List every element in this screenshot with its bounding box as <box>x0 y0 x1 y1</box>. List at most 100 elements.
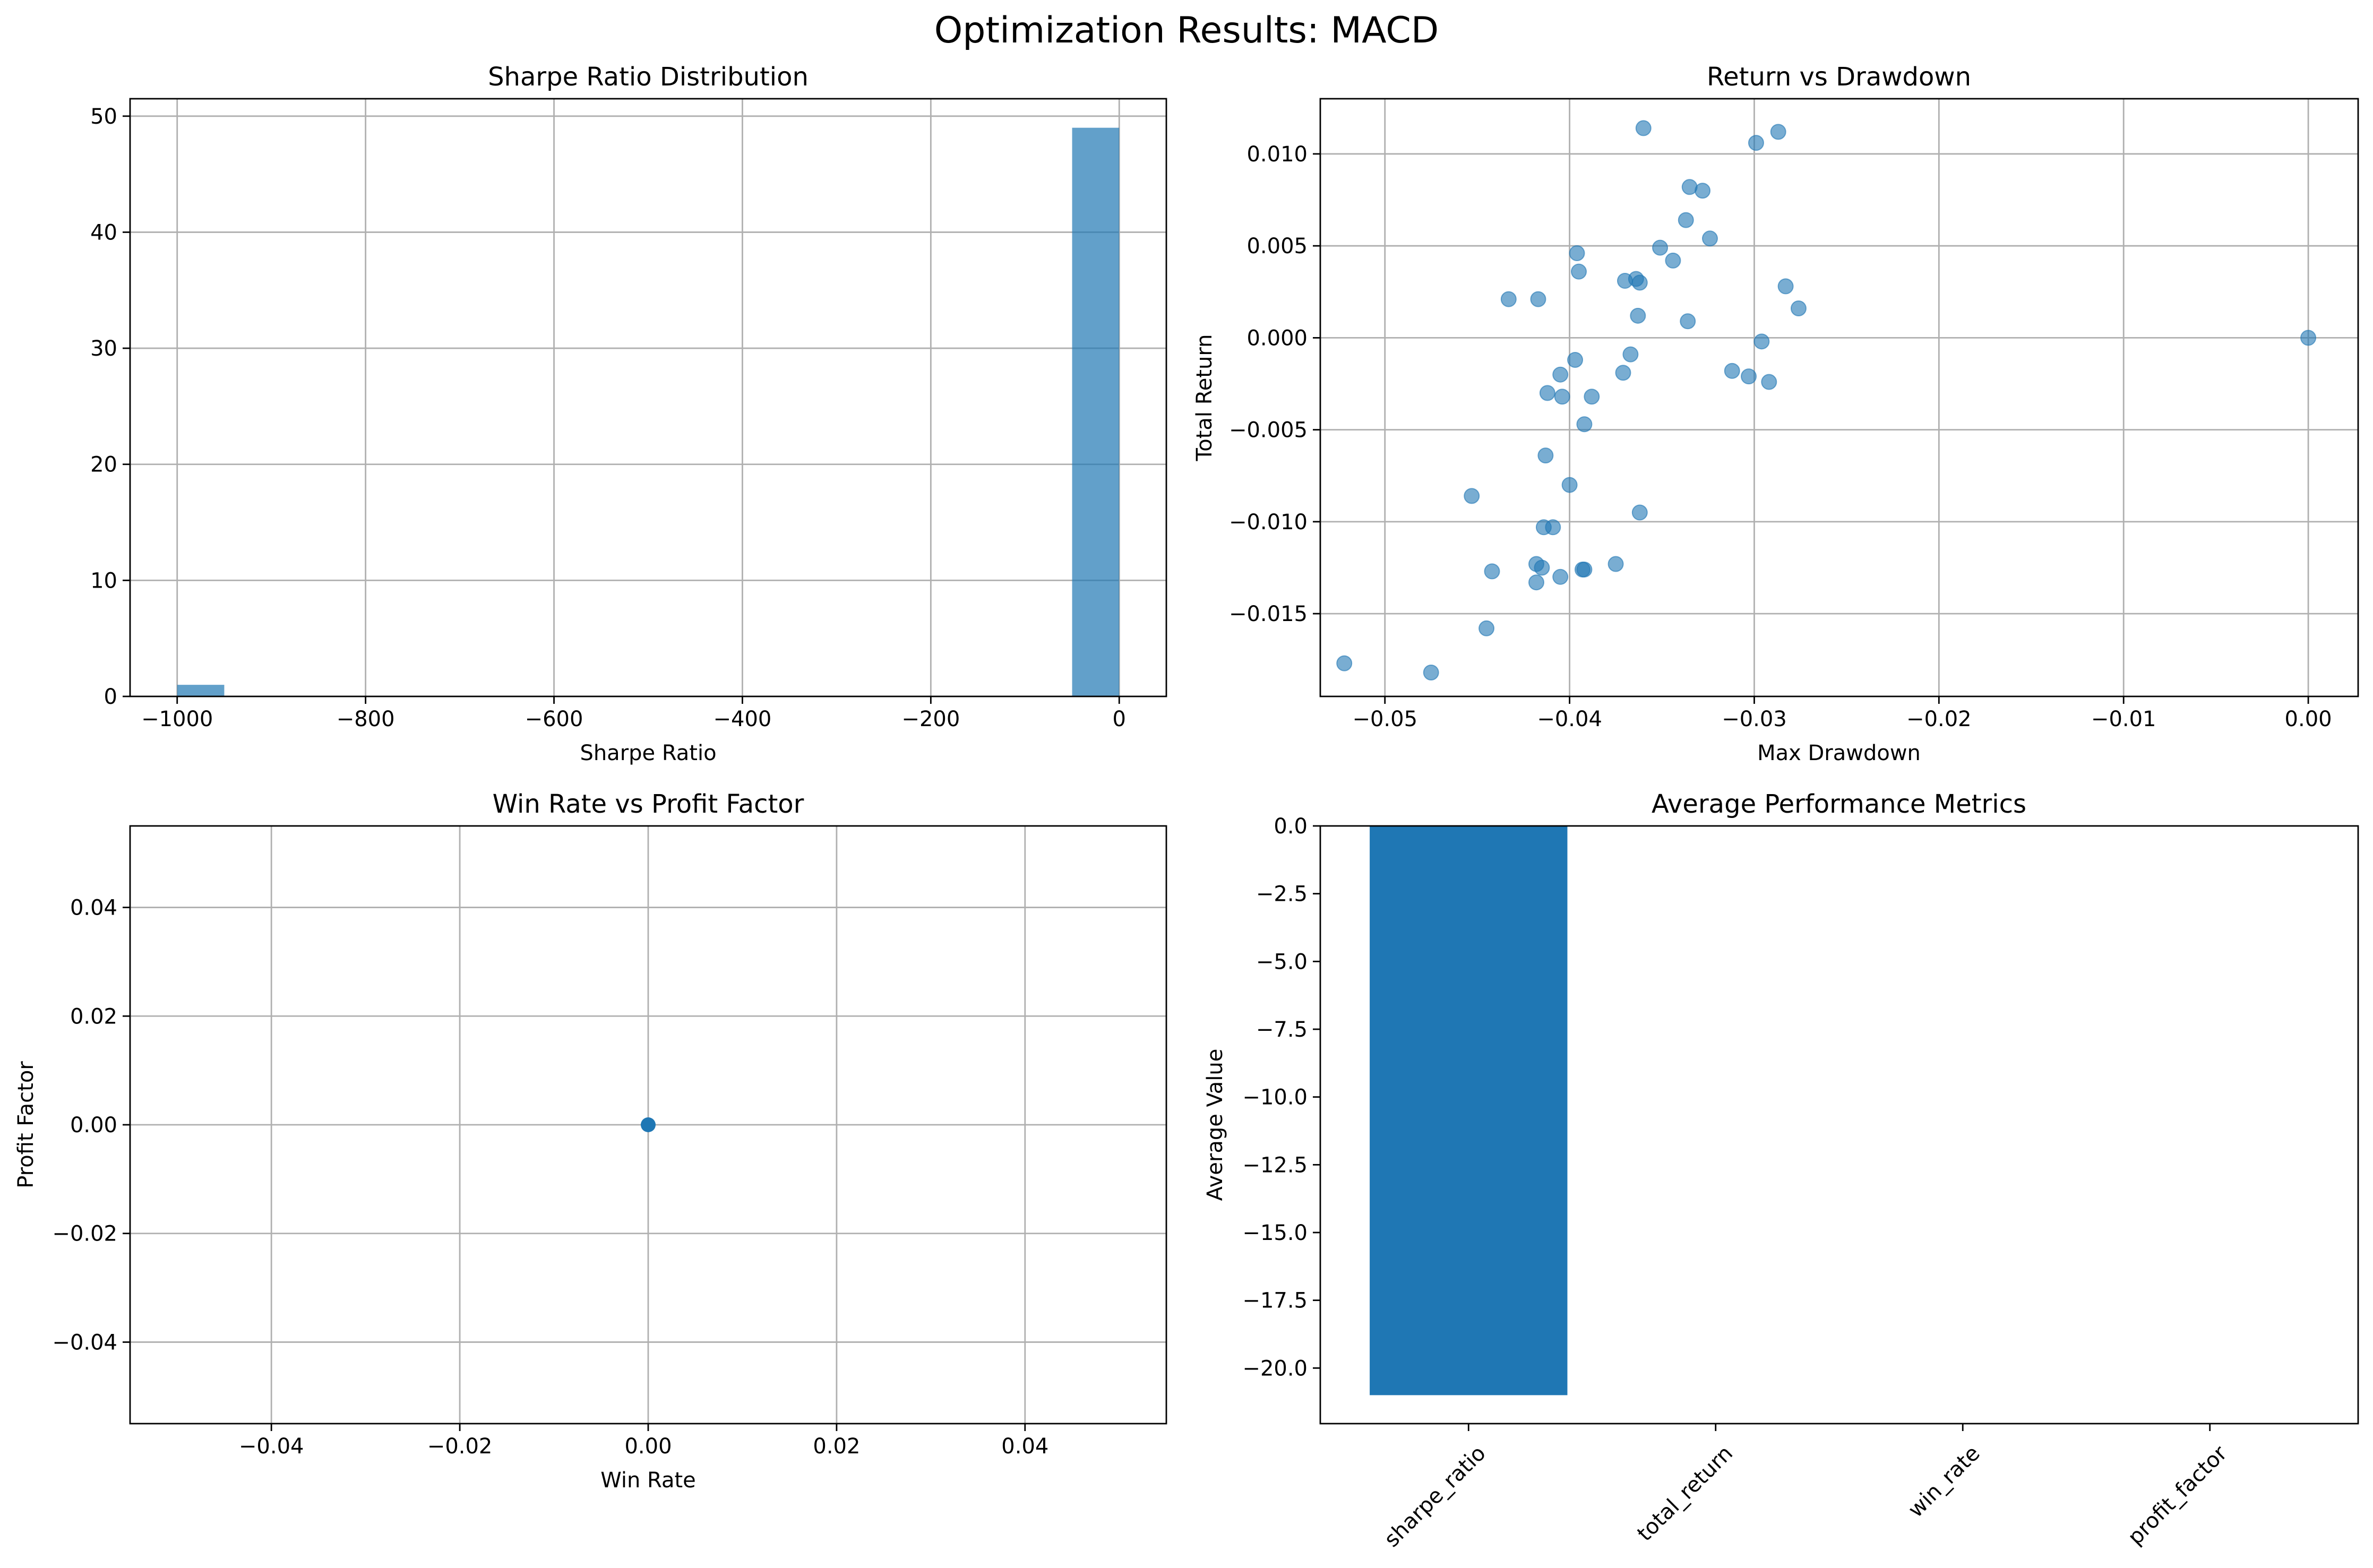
winrate-profit-ytick-label: 0.02 <box>70 1004 117 1029</box>
return-drawdown-xtick-label: −0.01 <box>2091 707 2156 731</box>
winrate-profit-ylabel: Profit Factor <box>14 1061 38 1188</box>
scatter-point <box>1464 488 1480 504</box>
winrate-profit-ytick-label: −0.04 <box>52 1330 117 1355</box>
metric-category-label: profit_factor <box>2123 1441 2232 1550</box>
average-performance-metrics-panel: Average Performance Metrics 0.0 −2.5 −5.0 −… <box>1203 789 2359 1552</box>
sharpe-hist-ytick-label: 50 <box>90 105 117 129</box>
winrate-profit-ticks: −0.04 −0.02 0.00 0.02 0.04 −0.04 −0.02 0.00 0.02… <box>52 896 1048 1459</box>
scatter-point <box>1635 120 1652 136</box>
winrate-profit-xtick-label: −0.04 <box>239 1434 304 1459</box>
scatter-point <box>1622 346 1639 363</box>
return-drawdown-ytick-label: −0.015 <box>1229 602 1308 626</box>
scatter-point <box>641 1117 656 1132</box>
average-metrics-ytick-label: −17.5 <box>1242 1289 1308 1313</box>
scatter-point <box>1724 363 1740 379</box>
return-vs-drawdown-title: Return vs Drawdown <box>1707 62 1971 92</box>
scatter-point <box>1571 263 1587 280</box>
winrate-profit-ytick-label: 0.04 <box>70 896 117 920</box>
scatter-point <box>1561 477 1578 493</box>
average-metrics-ytick-label: −7.5 <box>1256 1018 1308 1042</box>
winrate-profit-xtick-label: −0.02 <box>427 1434 493 1459</box>
metric-category-label: win_rate <box>1904 1441 1985 1522</box>
scatter-point <box>1484 563 1500 580</box>
scatter-point <box>1576 416 1593 433</box>
sharpe-hist-xtick-label: −800 <box>337 707 395 731</box>
average-metrics-ytick-label: −5.0 <box>1256 950 1308 974</box>
scatter-point <box>1569 245 1585 262</box>
return-drawdown-ytick-label: 0.010 <box>1246 142 1308 167</box>
scatter-point <box>1631 274 1648 291</box>
sharpe-hist-xtick-label: 0 <box>1113 707 1126 731</box>
return-drawdown-ytick-label: 0.000 <box>1246 326 1308 350</box>
return-drawdown-xtick-label: −0.03 <box>1722 707 1787 731</box>
metric-category-label: sharpe_ratio <box>1380 1441 1491 1552</box>
sharpe-hist-ytick-label: 30 <box>90 337 117 361</box>
scatter-point <box>1631 504 1648 521</box>
scatter-point <box>1748 135 1764 151</box>
scatter-point <box>1770 124 1786 140</box>
scatter-point <box>1630 307 1646 324</box>
sharpe-hist-ytick-label: 40 <box>90 220 117 245</box>
winrate-profit-ytick-label: −0.02 <box>52 1222 117 1246</box>
average-metrics-frame <box>1319 825 2359 1425</box>
sharpe-ratio-distribution-title: Sharpe Ratio Distribution <box>488 62 809 92</box>
winrate-profit-ytick-label: 0.00 <box>70 1113 117 1138</box>
winrate-profit-points <box>641 1117 656 1132</box>
metric-category-label: total_return <box>1632 1441 1738 1546</box>
sharpe-hist-ytick-label: 10 <box>90 568 117 593</box>
average-metrics-ylabel: Average Value <box>1203 1049 1227 1201</box>
sharpe-hist-frame <box>129 98 1167 697</box>
sharpe-hist-grid <box>130 99 1166 697</box>
scatter-point <box>1680 313 1696 330</box>
return-drawdown-ytick-label: −0.005 <box>1229 418 1308 443</box>
winrate-profit-xlabel: Win Rate <box>600 1468 696 1493</box>
scatter-point <box>1761 374 1777 390</box>
scatter-point <box>1790 300 1807 316</box>
return-drawdown-xlabel: Max Drawdown <box>1757 741 1921 765</box>
scatter-point <box>1534 559 1550 576</box>
scatter-point <box>1423 664 1439 680</box>
win-rate-vs-profit-factor-panel: Win Rate vs Profit Factor −0.04 −0.02 0.00… <box>14 789 1167 1493</box>
average-metrics-ytick-label: −10.0 <box>1242 1085 1308 1110</box>
win-rate-vs-profit-factor-title: Win Rate vs Profit Factor <box>493 789 804 819</box>
average-metrics-ytick-label: −15.0 <box>1242 1221 1308 1245</box>
scatter-point <box>1537 447 1554 464</box>
scatter-point <box>1567 351 1584 368</box>
return-drawdown-xtick-label: −0.05 <box>1352 707 1417 731</box>
scatter-point <box>1576 561 1593 578</box>
scatter-point <box>1552 366 1569 383</box>
return-drawdown-ylabel: Total Return <box>1192 334 1217 462</box>
scatter-point <box>1701 230 1718 247</box>
scatter-point <box>1741 368 1757 385</box>
scatter-point <box>1753 333 1770 350</box>
average-metrics-bars <box>1370 826 1815 1395</box>
scatter-point <box>1615 365 1631 381</box>
return-vs-drawdown-panel: Return vs Drawdown −0.05 −0.04 −0.03 −0.02−… <box>1192 62 2359 765</box>
sharpe-hist-xtick-label: −200 <box>901 707 960 731</box>
scatter-point <box>1695 183 1711 199</box>
histogram-bar <box>177 685 225 696</box>
scatter-point <box>1539 385 1555 401</box>
return-drawdown-ytick-label: −0.010 <box>1229 510 1308 535</box>
return-drawdown-xtick-label: −0.02 <box>1906 707 1972 731</box>
return-drawdown-ytick-label: 0.005 <box>1246 234 1308 259</box>
winrate-profit-xtick-label: 0.04 <box>1001 1434 1048 1459</box>
sharpe-hist-xtick-label: −400 <box>713 707 772 731</box>
scatter-point <box>1545 519 1561 536</box>
histogram-bar <box>1072 127 1120 697</box>
metric-bar <box>1370 826 1568 1395</box>
sharpe-ratio-distribution-panel: Sharpe Ratio Distribution −1000 −800 −600−… <box>90 62 1167 765</box>
scatter-point <box>2300 330 2317 346</box>
average-performance-metrics-title: Average Performance Metrics <box>1652 789 2026 819</box>
return-drawdown-points <box>1336 120 2317 680</box>
scatter-point <box>1528 574 1545 591</box>
scatter-point <box>1652 239 1669 256</box>
scatter-point <box>1554 389 1570 405</box>
sharpe-hist-xlabel: Sharpe Ratio <box>580 741 716 765</box>
sharpe-hist-bars <box>177 127 1120 697</box>
return-drawdown-xtick-label: 0.00 <box>2285 707 2332 731</box>
scatter-point <box>1607 556 1624 572</box>
scatter-point <box>1552 568 1569 585</box>
scatter-point <box>1584 389 1600 405</box>
